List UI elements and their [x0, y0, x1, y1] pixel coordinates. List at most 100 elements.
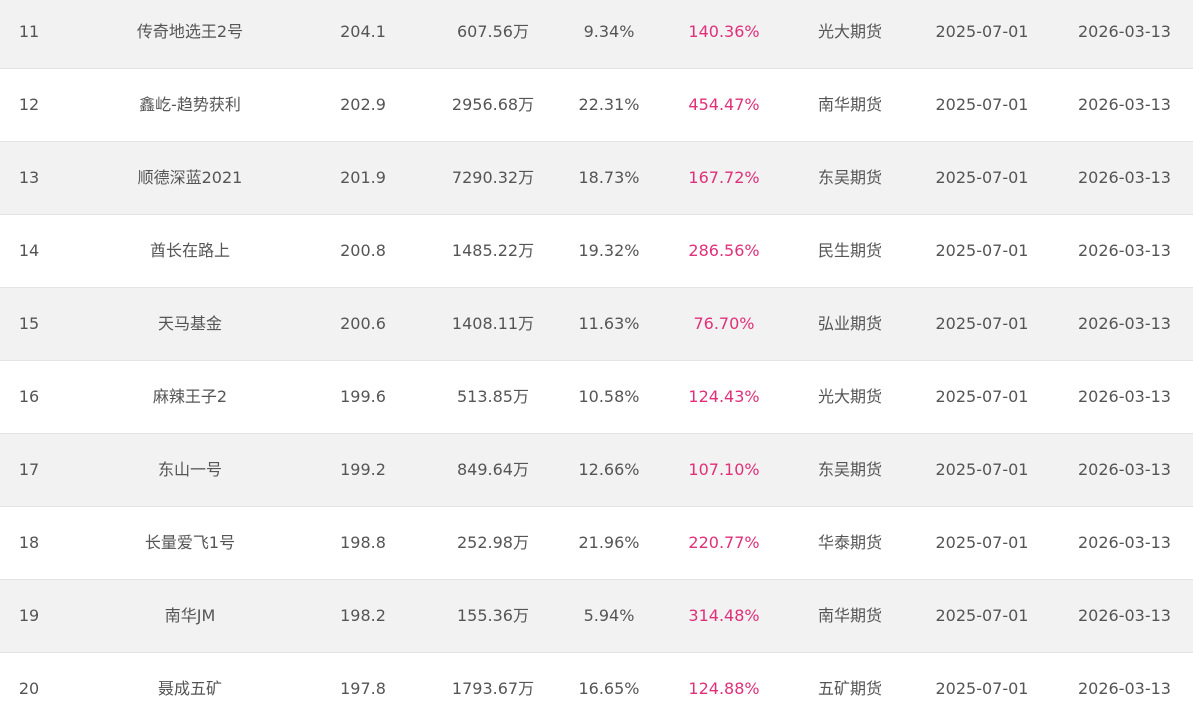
product-name-cell[interactable]: 顺德深蓝2021	[137, 168, 243, 187]
broker-cell: 南华期货	[817, 606, 882, 625]
return-cell: 19.32%	[578, 241, 640, 260]
broker-cell: 东吴期货	[817, 168, 882, 187]
score-cell: 198.8	[340, 533, 386, 552]
product-name-cell[interactable]: 聂成五矿	[157, 679, 222, 698]
rank-cell: 16	[18, 387, 40, 406]
score-cell: 202.9	[340, 95, 386, 114]
rank-cell: 18	[18, 533, 40, 552]
product-name-cell[interactable]: 东山一号	[157, 460, 222, 479]
return-cell: 11.63%	[578, 314, 640, 333]
broker-cell: 光大期货	[817, 387, 882, 406]
product-name-cell[interactable]: 酋长在路上	[149, 241, 230, 260]
rank-cell: 11	[18, 22, 40, 41]
scale-cell: 1408.11万	[451, 314, 535, 333]
scale-cell: 252.98万	[457, 533, 529, 552]
score-cell: 200.6	[340, 314, 386, 333]
end-date-cell: 2026-03-13	[1078, 387, 1171, 406]
return-cell: 12.66%	[578, 460, 640, 479]
cumulative-return-cell: 124.88%	[688, 679, 760, 698]
cumulative-return-cell: 76.70%	[693, 314, 755, 333]
start-date-cell: 2025-07-01	[935, 95, 1029, 114]
rank-cell: 20	[18, 679, 40, 698]
product-name-cell[interactable]: 麻辣王子2	[152, 387, 228, 406]
start-date-cell: 2025-07-01	[935, 241, 1029, 260]
return-cell: 9.34%	[583, 22, 635, 41]
rank-cell: 12	[18, 95, 40, 114]
return-cell: 5.94%	[583, 606, 635, 625]
broker-cell: 南华期货	[817, 95, 882, 114]
end-date-cell: 2026-03-13	[1078, 241, 1171, 260]
product-name-cell[interactable]: 南华JM	[164, 606, 216, 625]
score-cell: 198.2	[340, 606, 386, 625]
cumulative-return-cell: 107.10%	[688, 460, 760, 479]
scale-cell: 607.56万	[457, 22, 529, 41]
cumulative-return-cell: 454.47%	[688, 95, 760, 114]
table-row[interactable]: 16 麻辣王子2 199.6 513.85万 10.58% 124.43% 光大…	[0, 361, 1193, 434]
scale-cell: 1793.67万	[451, 679, 535, 698]
end-date-cell: 2026-03-13	[1078, 95, 1171, 114]
score-cell: 199.2	[340, 460, 386, 479]
scale-cell: 7290.32万	[451, 168, 535, 187]
product-name-cell[interactable]: 鑫屹-趋势获利	[139, 95, 241, 114]
broker-cell: 弘业期货	[817, 314, 882, 333]
scale-cell: 155.36万	[457, 606, 529, 625]
end-date-cell: 2026-03-13	[1078, 533, 1171, 552]
table-row[interactable]: 11 传奇地选王2号 204.1 607.56万 9.34% 140.36% 光…	[0, 0, 1193, 69]
return-cell: 21.96%	[578, 533, 640, 552]
table-row[interactable]: 19 南华JM 198.2 155.36万 5.94% 314.48% 南华期货…	[0, 580, 1193, 653]
table-row[interactable]: 17 东山一号 199.2 849.64万 12.66% 107.10% 东吴期…	[0, 434, 1193, 507]
cumulative-return-cell: 124.43%	[688, 387, 760, 406]
product-name-cell[interactable]: 传奇地选王2号	[136, 22, 244, 41]
score-cell: 197.8	[340, 679, 386, 698]
table-row[interactable]: 13 顺德深蓝2021 201.9 7290.32万 18.73% 167.72…	[0, 142, 1193, 215]
broker-cell: 光大期货	[817, 22, 882, 41]
end-date-cell: 2026-03-13	[1078, 460, 1171, 479]
rank-cell: 19	[18, 606, 40, 625]
return-cell: 10.58%	[578, 387, 640, 406]
start-date-cell: 2025-07-01	[935, 606, 1029, 625]
table-row[interactable]: 12 鑫屹-趋势获利 202.9 2956.68万 22.31% 454.47%…	[0, 69, 1193, 142]
start-date-cell: 2025-07-01	[935, 22, 1029, 41]
cumulative-return-cell: 286.56%	[688, 241, 760, 260]
scale-cell: 2956.68万	[451, 95, 535, 114]
cumulative-return-cell: 220.77%	[688, 533, 760, 552]
broker-cell: 五矿期货	[817, 679, 882, 698]
table-row[interactable]: 18 长量爱飞1号 198.8 252.98万 21.96% 220.77% 华…	[0, 507, 1193, 580]
scale-cell: 849.64万	[457, 460, 529, 479]
cumulative-return-cell: 314.48%	[688, 606, 760, 625]
end-date-cell: 2026-03-13	[1078, 22, 1171, 41]
end-date-cell: 2026-03-13	[1078, 314, 1171, 333]
start-date-cell: 2025-07-01	[935, 314, 1029, 333]
table-row[interactable]: 14 酋长在路上 200.8 1485.22万 19.32% 286.56% 民…	[0, 215, 1193, 288]
product-name-cell[interactable]: 天马基金	[157, 314, 222, 333]
start-date-cell: 2025-07-01	[935, 679, 1029, 698]
product-name-cell[interactable]: 长量爱飞1号	[144, 533, 236, 552]
broker-cell: 民生期货	[817, 241, 882, 260]
return-cell: 16.65%	[578, 679, 640, 698]
rank-cell: 17	[18, 460, 40, 479]
table-row[interactable]: 20 聂成五矿 197.8 1793.67万 16.65% 124.88% 五矿…	[0, 653, 1193, 725]
scale-cell: 1485.22万	[451, 241, 535, 260]
start-date-cell: 2025-07-01	[935, 168, 1029, 187]
score-cell: 201.9	[340, 168, 386, 187]
cumulative-return-cell: 140.36%	[688, 22, 760, 41]
rank-cell: 13	[18, 168, 40, 187]
scale-cell: 513.85万	[457, 387, 529, 406]
return-cell: 18.73%	[578, 168, 640, 187]
end-date-cell: 2026-03-13	[1078, 606, 1171, 625]
start-date-cell: 2025-07-01	[935, 387, 1029, 406]
cumulative-return-cell: 167.72%	[688, 168, 760, 187]
table-row[interactable]: 15 天马基金 200.6 1408.11万 11.63% 76.70% 弘业期…	[0, 288, 1193, 361]
score-cell: 200.8	[340, 241, 386, 260]
rank-cell: 15	[18, 314, 40, 333]
end-date-cell: 2026-03-13	[1078, 679, 1171, 698]
score-cell: 199.6	[340, 387, 386, 406]
return-cell: 22.31%	[578, 95, 640, 114]
end-date-cell: 2026-03-13	[1078, 168, 1171, 187]
broker-cell: 东吴期货	[817, 460, 882, 479]
rank-cell: 14	[18, 241, 40, 260]
start-date-cell: 2025-07-01	[935, 533, 1029, 552]
start-date-cell: 2025-07-01	[935, 460, 1029, 479]
broker-cell: 华泰期货	[817, 533, 882, 552]
